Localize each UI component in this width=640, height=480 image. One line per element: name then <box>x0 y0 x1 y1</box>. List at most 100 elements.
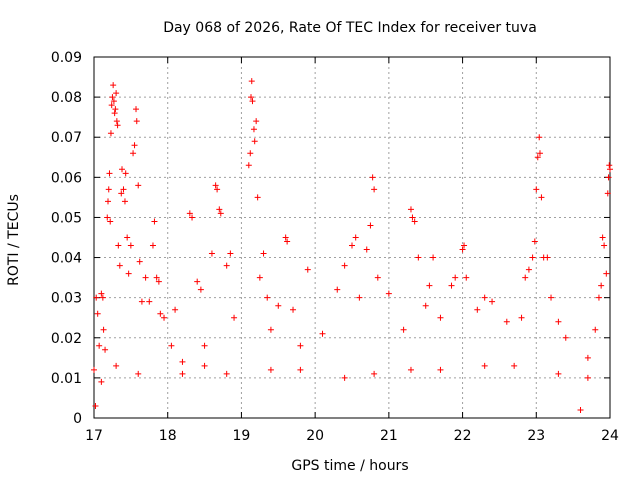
data-point <box>223 262 230 269</box>
data-point <box>194 278 201 285</box>
data-point <box>352 234 359 241</box>
data-point <box>98 290 105 297</box>
data-points <box>91 78 613 413</box>
data-point <box>135 370 142 377</box>
x-tick-label: 19 <box>233 428 251 444</box>
data-point <box>599 234 606 241</box>
data-point <box>426 282 433 289</box>
data-point <box>121 198 128 205</box>
data-point <box>607 166 613 173</box>
data-point <box>138 298 145 305</box>
data-point <box>319 330 326 337</box>
y-tick-label: 0.03 <box>51 291 82 307</box>
data-point <box>555 318 562 325</box>
data-point <box>115 242 122 249</box>
data-point <box>481 362 488 369</box>
data-point <box>107 218 114 225</box>
data-point <box>93 294 100 301</box>
data-point <box>116 262 123 269</box>
data-point <box>598 282 605 289</box>
data-point <box>125 270 132 277</box>
data-point <box>536 134 543 141</box>
data-point <box>118 190 125 197</box>
data-point <box>518 314 525 321</box>
data-point <box>201 362 208 369</box>
data-point <box>108 102 115 109</box>
data-point <box>133 118 140 125</box>
data-point <box>297 342 304 349</box>
data-point <box>227 250 234 257</box>
data-point <box>111 110 118 117</box>
data-point <box>531 238 538 245</box>
data-point <box>461 242 468 249</box>
data-point <box>430 254 437 261</box>
data-point <box>113 90 120 97</box>
data-point <box>264 294 271 301</box>
data-point <box>584 374 591 381</box>
data-point <box>223 370 230 377</box>
data-point <box>99 294 106 301</box>
data-point <box>92 402 99 409</box>
data-point <box>208 250 215 257</box>
data-point <box>249 98 256 105</box>
data-point <box>595 294 602 301</box>
data-point <box>407 366 414 373</box>
data-point <box>489 298 496 305</box>
data-point <box>168 342 175 349</box>
y-axis-label: ROTI / TECUs <box>6 194 22 286</box>
grid-lines <box>94 57 610 418</box>
data-point <box>96 342 103 349</box>
data-point <box>135 182 142 189</box>
data-point <box>267 326 274 333</box>
data-point <box>110 82 117 89</box>
data-point <box>371 186 378 193</box>
data-point <box>536 150 543 157</box>
data-point <box>112 106 119 113</box>
data-point <box>216 206 223 213</box>
data-point <box>186 210 193 217</box>
data-point <box>533 186 540 193</box>
data-point <box>105 186 112 193</box>
data-point <box>290 306 297 313</box>
data-point <box>114 122 121 129</box>
data-point <box>260 250 267 257</box>
data-point <box>534 154 541 161</box>
data-point <box>110 98 117 105</box>
plot-frame <box>93 56 611 419</box>
data-point <box>334 286 341 293</box>
data-point <box>119 166 126 173</box>
data-point <box>172 306 179 313</box>
data-point <box>149 242 156 249</box>
data-point <box>529 254 536 261</box>
y-tick-label: 0.08 <box>51 90 82 106</box>
data-point <box>452 274 459 281</box>
data-point <box>247 150 254 157</box>
data-point <box>411 218 418 225</box>
data-point <box>157 310 164 317</box>
data-point <box>604 190 611 197</box>
axis-ticks: 17 18 19 20 21 22 23 24 0 0.01 0.02 0.03 0.04 0.05 0.0… <box>51 50 619 444</box>
data-point <box>133 106 140 113</box>
data-point <box>606 162 613 169</box>
data-point <box>113 118 120 125</box>
data-point <box>341 262 348 269</box>
data-point <box>189 214 196 221</box>
y-tick-label: 0.02 <box>51 331 82 347</box>
y-tick-label: 0 <box>73 411 82 427</box>
data-point <box>511 362 518 369</box>
data-point <box>94 310 101 317</box>
data-point <box>130 150 137 157</box>
data-point <box>212 182 219 189</box>
data-point <box>385 290 392 297</box>
data-point <box>503 318 510 325</box>
data-point <box>122 170 129 177</box>
data-point <box>254 194 261 201</box>
data-point <box>124 234 131 241</box>
data-point <box>214 186 221 193</box>
data-point <box>577 406 584 413</box>
data-point <box>179 370 186 377</box>
data-point <box>555 370 562 377</box>
data-point <box>248 78 255 85</box>
data-point <box>341 374 348 381</box>
data-point <box>153 274 160 281</box>
